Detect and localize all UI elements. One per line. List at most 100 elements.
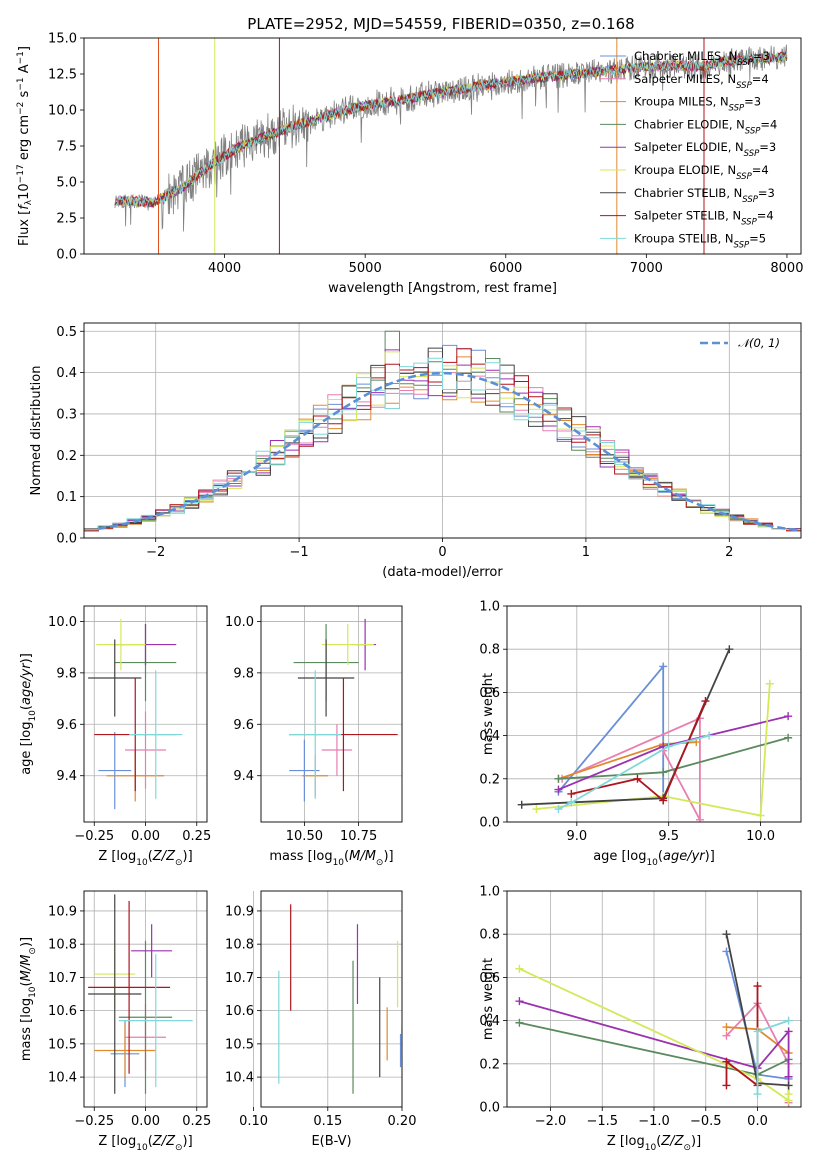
- y-tick-label: 0.4: [479, 729, 500, 744]
- weight-marker-salpeter-stelib: [701, 697, 710, 706]
- x-tick-label: 6000: [489, 261, 522, 276]
- weight-marker-kroupa-elodie: [532, 805, 541, 814]
- axis-label-part: Z [log: [98, 849, 136, 864]
- y-axis-label-part: f: [17, 203, 32, 210]
- axes-frame: [506, 890, 802, 1108]
- axis-label-part: )]: [19, 653, 34, 663]
- age-vs-mass-panel: 10.50 10.75 9.4 9.6 9.8 10.0 mass [log10(M/M⊙)…: [225, 605, 403, 868]
- legend-base: Kroupa MILES, N: [634, 95, 729, 109]
- y-tick-label: 10.8: [48, 938, 77, 953]
- weight-marker-chabrier-elodie: [784, 733, 793, 742]
- axis-label-part: (: [19, 705, 34, 710]
- legend-sub: SSP: [729, 104, 745, 114]
- weight-line-kroupa-stelib: [558, 734, 710, 810]
- x-axis-label: Z [log10(Z/Z⊙)]: [98, 849, 192, 868]
- x-tick-label: −0.25: [74, 829, 114, 844]
- y-tick-label: 9.4: [56, 769, 77, 784]
- y-axis-label-part: −17: [16, 164, 26, 183]
- axis-label-part: Z/Z: [660, 1134, 684, 1149]
- legend-sub: SSP: [744, 149, 760, 159]
- axis-label-part: 10: [645, 1143, 657, 1153]
- x-tick-label: 2: [725, 545, 733, 560]
- axis-label-part: ⊙: [683, 1143, 691, 1153]
- figure-title: PLATE=2952, MJD=54559, FIBERID=0350, z=0…: [247, 15, 634, 33]
- weight-marker-kroupa-stelib: [705, 731, 714, 740]
- x-tick-label: 0.0: [747, 1114, 768, 1129]
- weight-marker-salpeter-stelib: [722, 1081, 731, 1090]
- weight-line-salpeter-stelib: [571, 700, 707, 802]
- legend-sub: SSP: [741, 218, 757, 228]
- errorbar-lines: [289, 618, 398, 802]
- legend-sub: SSP: [745, 126, 761, 136]
- y-tick-label: 9.6: [56, 718, 77, 733]
- weight-vs-age-panel: 9.0 9.5 10.0 0.0 0.2 0.4 0.6 0.8 1.0 age [log10(a…: [479, 600, 802, 868]
- axis-label-part: Z/Z: [152, 849, 176, 864]
- x-tick-label: 0.00: [131, 829, 160, 844]
- weight-marker-kroupa-miles: [722, 1023, 731, 1032]
- legend-sub: SSP: [736, 81, 752, 91]
- y-tick-label: 10.4: [225, 1071, 254, 1086]
- x-axis-label: Z [log10(Z/Z⊙)]: [98, 1134, 192, 1153]
- y-tick-label: 0.6: [479, 686, 500, 701]
- y-axis-label-part: A: [17, 64, 32, 77]
- y-axis-label-part: λ: [24, 199, 34, 205]
- y-axis-label: age [log10(age/yr)]: [19, 653, 38, 775]
- errorbar-lines: [88, 894, 193, 1094]
- y-axis-label: Normed distribution: [29, 366, 44, 496]
- weight-marker-salpeter-stelib: [567, 789, 576, 798]
- y-tick-label: 0.3: [56, 407, 77, 422]
- x-tick-label: −0.5: [690, 1114, 722, 1129]
- y-tick-label: 9.8: [233, 666, 254, 681]
- axis-label-part: ⊙: [175, 1143, 183, 1153]
- y-tick-label: 0.1: [56, 490, 77, 505]
- weight-line-salpeter-miles: [561, 716, 701, 821]
- weight-marker-kroupa-elodie: [515, 964, 524, 973]
- legend-label-salpeter-elodie: Salpeter ELODIE, NSSP=3: [634, 140, 776, 159]
- weight-marker-salpeter-elodie: [784, 1027, 793, 1036]
- axis-label-part: (: [656, 1134, 661, 1149]
- x-tick-label: −0.25: [74, 1114, 114, 1129]
- legend-sub: SSP: [736, 172, 752, 182]
- legend-base: Chabrier ELODIE, N: [634, 117, 745, 131]
- y-tick-label: 0.8: [479, 643, 500, 658]
- x-tick-label: 8000: [770, 261, 803, 276]
- y-tick-label: 1.0: [479, 885, 500, 900]
- legend-base: Kroupa STELIB, N: [634, 231, 734, 245]
- y-tick-label: 0.2: [479, 772, 500, 787]
- x-tick-label: 4000: [208, 261, 241, 276]
- legend-base: Kroupa ELODIE, N: [634, 163, 736, 177]
- axis-label-part: 10: [646, 858, 658, 868]
- x-axis-label: Z [log10(Z/Z⊙)]: [607, 1134, 701, 1153]
- axis-label-part: (: [344, 849, 349, 864]
- x-axis-label: E(B-V): [311, 1134, 351, 1149]
- axis-label-part: (: [148, 849, 153, 864]
- y-tick-label: 10.0: [48, 615, 77, 630]
- axis-label-part: )]: [705, 849, 715, 864]
- x-tick-label: 5000: [349, 261, 382, 276]
- y-tick-label: 0.0: [56, 248, 77, 263]
- legend-base: Salpeter MILES, N: [634, 72, 736, 86]
- y-tick-label: 0.6: [479, 971, 500, 986]
- weight-lines: [515, 930, 793, 1107]
- axes-frame: [260, 605, 403, 823]
- weight-marker-salpeter-elodie: [784, 1072, 793, 1081]
- weight-marker-salpeter-stelib: [659, 796, 668, 805]
- y-tick-label: 0.8: [479, 928, 500, 943]
- axis-label-part: )]: [383, 849, 393, 864]
- y-axis-label: Flux [fλ10−17 erg cm−2 s−1 A−1]: [16, 46, 34, 246]
- x-tick-label: 10.75: [340, 829, 377, 844]
- weight-marker-salpeter-elodie: [515, 997, 524, 1006]
- weight-marker-salpeter-elodie: [554, 785, 563, 794]
- weight-vs-metallicity-panel: −2.0 −1.5 −1.0 −0.5 0.0 0.0 0.2 0.4 0.6 0.8 1.0 Z […: [479, 885, 802, 1153]
- y-tick-label: 10.7: [225, 971, 254, 986]
- axis-label-part: (: [19, 981, 34, 986]
- legend-n: =3: [759, 140, 776, 154]
- y-tick-label: 9.8: [56, 666, 77, 681]
- y-tick-label: 0.4: [479, 1014, 500, 1029]
- legend-label-kroupa-stelib: Kroupa STELIB, NSSP=5: [634, 231, 766, 250]
- axes-frame: [83, 605, 208, 823]
- x-axis-label: age [log10(age/yr)]: [593, 849, 715, 868]
- weight-marker-kroupa-stelib: [664, 742, 673, 751]
- weight-marker-kroupa-stelib: [554, 805, 563, 814]
